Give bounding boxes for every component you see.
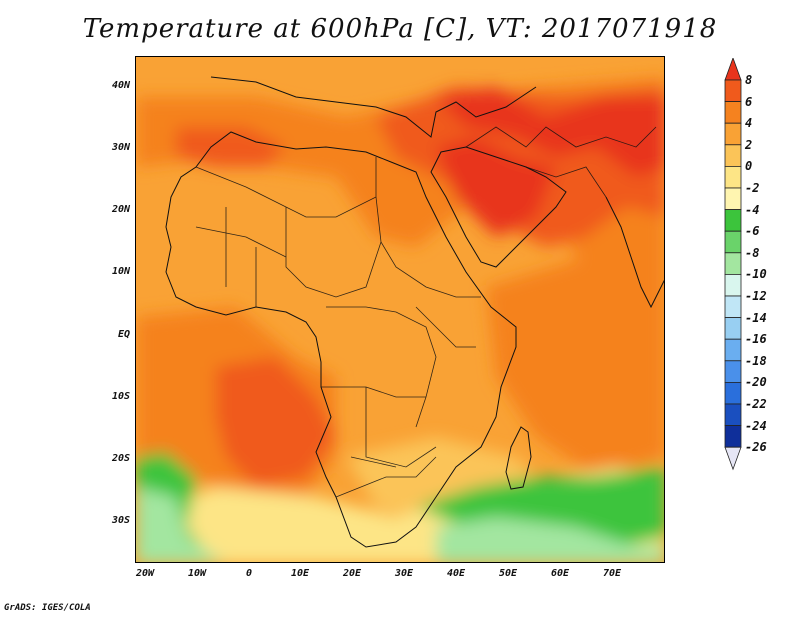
colorbar-label: -18: [745, 353, 767, 368]
colorbar-swatch: [724, 144, 742, 167]
colorbar-label: -12: [745, 289, 767, 303]
lat-tick-20s: 20S: [111, 453, 130, 464]
border-southern-1: [335, 456, 437, 498]
colorbar-swatch: [724, 273, 742, 297]
colorbar-label: -26: [745, 440, 767, 455]
border-middle-east-2: [525, 166, 607, 198]
border-central-2: [321, 386, 437, 468]
colorbar-upper-arrow: [724, 58, 742, 81]
warm-indian-ocean: [486, 257, 664, 477]
lat-tick-30n: 30N: [111, 142, 130, 153]
colorbar-label: 4: [745, 116, 753, 131]
colorbar-swatch: [724, 79, 742, 103]
colorbar-label: 8: [745, 73, 753, 87]
lat-tick-10n: 10N: [111, 266, 130, 277]
mediterranean-coastline: [210, 76, 537, 138]
colorbar-label: -22: [745, 397, 767, 411]
colorbar-label: -8: [745, 245, 760, 260]
colorbar-label: 6: [745, 94, 753, 109]
lon-tick-50e: 50E: [498, 568, 518, 579]
colorbar-label: -2: [745, 181, 760, 195]
colorbar-lower-arrow: [724, 446, 742, 471]
border-east-1: [380, 241, 481, 298]
border-middle-east-1: [465, 126, 657, 148]
lon-tick-70e: 70E: [602, 568, 622, 579]
colorbar-swatch: [724, 403, 742, 427]
colorbar-label: -20: [745, 375, 767, 390]
cold-pale-southwest: [136, 487, 224, 562]
lat-tick-40n: 40N: [111, 80, 130, 91]
hottest-core-iran: [436, 87, 664, 177]
lon-tick-20w: 20W: [135, 568, 155, 579]
colorbar: [724, 58, 742, 471]
lon-tick-0: 0: [245, 568, 253, 579]
colorbar-swatch: [724, 166, 742, 189]
colorbar-label: -10: [745, 267, 767, 282]
map-title: Temperature at 600hPa [C], VT: 201707191…: [82, 14, 718, 44]
colorbar-swatch: [724, 230, 742, 254]
temperature-contours: [136, 77, 664, 562]
colorbar-swatch: [724, 209, 742, 232]
arabia-coastline: [430, 146, 567, 268]
colorbar-swatch: [724, 360, 742, 383]
india-coastline: [605, 196, 664, 309]
colorbar-swatch: [724, 338, 742, 362]
colorbar-label: 0: [745, 159, 753, 174]
border-west-africa: [195, 207, 287, 307]
hot-angola-core: [216, 357, 336, 487]
colorbar-swatch: [724, 252, 742, 275]
border-east-2: [415, 306, 476, 348]
hot-core-arabia-inner: [436, 137, 556, 237]
lat-tick-eq: EQ: [117, 329, 130, 340]
lon-tick-10w: 10W: [187, 568, 207, 579]
colorbar-label: -14: [745, 310, 767, 325]
lon-tick-10e: 10E: [290, 568, 310, 579]
colorbar-swatch: [724, 295, 742, 319]
colorbar-label: -24: [745, 418, 767, 433]
colorbar-swatch: [724, 381, 742, 405]
colorbar-swatches: [724, 58, 742, 471]
colorbar-swatch: [724, 187, 742, 211]
madagascar-coastline: [505, 426, 532, 490]
lat-tick-30s: 30S: [111, 515, 130, 526]
lon-tick-20e: 20E: [342, 568, 362, 579]
colorbar-swatch: [724, 122, 742, 146]
cold-pale-southeast: [436, 517, 664, 562]
lon-tick-40e: 40E: [446, 568, 466, 579]
colorbar-swatch: [724, 101, 742, 124]
colorbar-label: -4: [745, 202, 760, 217]
lat-tick-20n: 20N: [111, 204, 130, 215]
colorbar-swatch: [724, 317, 742, 340]
colorbar-label: -16: [745, 332, 767, 347]
country-borders: [195, 126, 657, 498]
temperature-map: [135, 56, 665, 563]
credit-text: GrADS: IGES/COLA: [4, 603, 91, 613]
colorbar-label: -6: [745, 224, 760, 239]
lon-tick-30e: 30E: [394, 568, 414, 579]
lat-tick-10s: 10S: [111, 391, 130, 402]
colorbar-swatch: [724, 425, 742, 448]
lon-tick-60e: 60E: [550, 568, 570, 579]
map-canvas: [136, 57, 664, 562]
colorbar-label: 2: [745, 137, 753, 152]
